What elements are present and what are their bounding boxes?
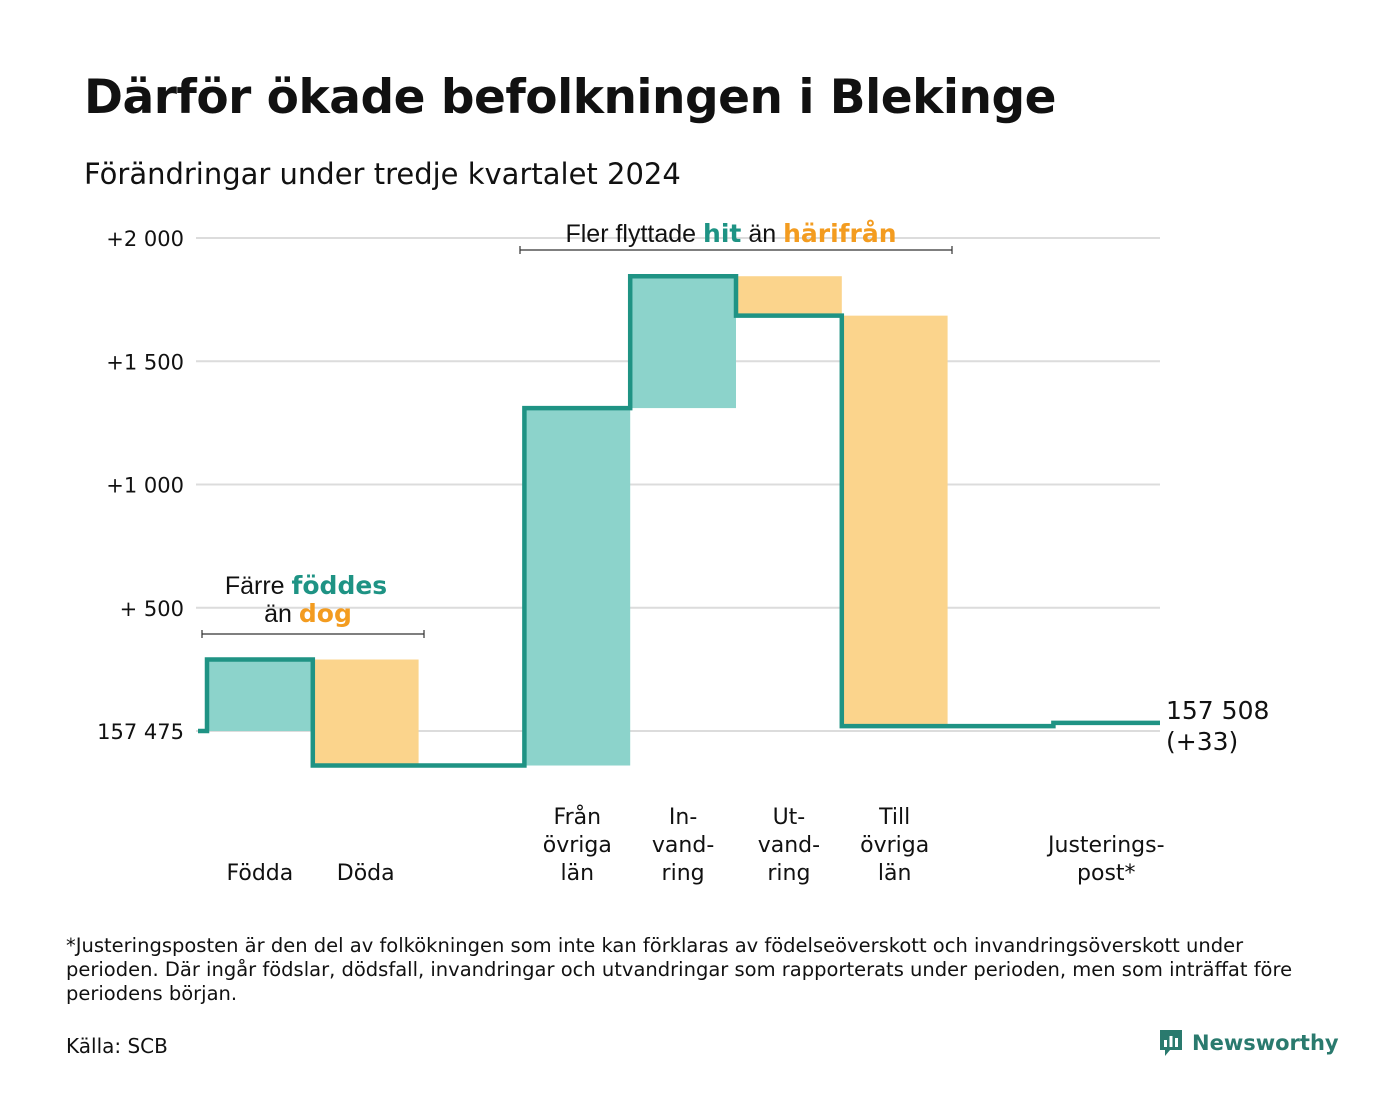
y-tick-label: +1 500 <box>106 350 184 374</box>
natural-word-dog: dog <box>299 599 352 628</box>
y-tick-label: +2 000 <box>106 227 184 251</box>
category-label-fran_ovriga_lan: övriga <box>543 833 612 858</box>
migration-bracket <box>519 246 953 254</box>
natural-middle: än <box>264 600 292 628</box>
bars <box>207 276 948 766</box>
category-label-utvandring: vand- <box>758 833 820 858</box>
y-tick-label: 157 475 <box>97 720 184 744</box>
category-labels: Födda Döda Från övriga län In-vand-ring Ut-van… <box>227 804 1165 886</box>
chart-subtitle: Förändringar under tredje kvartalet 2024 <box>84 157 681 191</box>
natural-annotation: Färre föddes än dog <box>201 571 425 638</box>
category-label-invandring: In- <box>669 805 697 830</box>
bar-fran_ovriga_lan <box>524 408 631 766</box>
category-label-fran_ovriga_lan: Från <box>554 804 602 830</box>
category-label-utvandring: ring <box>767 861 810 886</box>
bar-fodda <box>207 659 313 731</box>
natural-annotation-line1: Färre föddes <box>225 571 387 600</box>
running-total-line <box>198 273 1160 768</box>
y-tick-label: +1 000 <box>106 474 184 498</box>
waterfall-chart: 157 475 + 500 +1 000 +1 500 +2 000 Födda Döda… <box>97 219 1269 886</box>
category-label-invandring: ring <box>662 861 705 886</box>
category-label-fran_ovriga_lan: län <box>561 861 595 886</box>
bar-chart-bubble-icon <box>1160 1030 1182 1056</box>
brand-name: Newsworthy <box>1192 1031 1339 1055</box>
category-label-justeringspost: Justerings- <box>1046 833 1165 858</box>
migration-middle: än <box>748 220 776 248</box>
newsworthy-logo[interactable]: Newsworthy <box>1158 1028 1339 1058</box>
bar-doda <box>312 659 419 766</box>
category-label-till_ovriga_lan: Till <box>878 805 910 830</box>
footnote: *Justeringsposten är den del av folkökni… <box>66 934 1293 1005</box>
migration-word-harifran: härifrån <box>783 219 896 248</box>
natural-annotation-line2: än dog <box>264 599 352 628</box>
y-axis-ticks: 157 475 + 500 +1 000 +1 500 +2 000 <box>97 227 184 744</box>
category-label-till_ovriga_lan: län <box>878 861 912 886</box>
natural-word-foddes: föddes <box>292 571 388 600</box>
migration-annotation-text: Fler flyttade hit än härifrån <box>565 219 896 248</box>
end-value-label: 157 508 <box>1166 696 1269 725</box>
category-label-invandring: vand- <box>652 833 714 858</box>
category-label-fodda: Födda <box>227 861 294 886</box>
category-label-till_ovriga_lan: övriga <box>860 833 929 858</box>
bar-till_ovriga_lan <box>841 315 948 727</box>
bar-invandring <box>630 276 736 409</box>
y-tick-label: + 500 <box>120 597 184 621</box>
bar-utvandring <box>736 276 842 316</box>
natural-prefix: Färre <box>225 572 285 600</box>
category-label-doda: Döda <box>337 861 395 886</box>
migration-prefix: Fler flyttade <box>565 220 696 248</box>
source-credit: Källa: SCB <box>66 1034 168 1058</box>
migration-word-hit: hit <box>703 219 741 248</box>
migration-annotation: Fler flyttade hit än härifrån <box>519 219 953 254</box>
category-label-justeringspost: post* <box>1077 861 1136 886</box>
category-label-utvandring: Ut- <box>773 805 806 830</box>
end-change-label: (+33) <box>1166 727 1238 756</box>
chart-title: Därför ökade befolkningen i Blekinge <box>84 70 1056 125</box>
step-line <box>198 273 1160 768</box>
natural-bracket <box>201 630 425 638</box>
